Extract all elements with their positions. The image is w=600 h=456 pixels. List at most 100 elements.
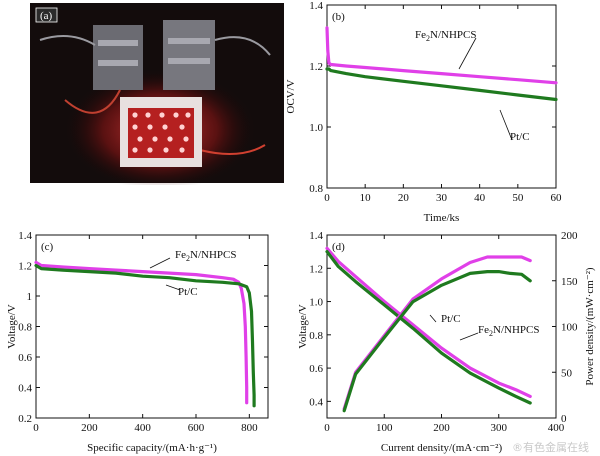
y-axis-label: Voltage/V [297, 304, 309, 348]
x-tick-label: 600 [188, 422, 205, 434]
leader-line [429, 314, 437, 323]
led [137, 136, 143, 142]
leader-line [165, 284, 181, 291]
y-tick-label: 0.8 [309, 330, 323, 342]
series-line [325, 26, 558, 85]
panel-label: (b) [332, 11, 345, 23]
x-tick-label: 800 [241, 422, 258, 434]
led [179, 147, 185, 153]
led [185, 112, 191, 118]
x-tick-label: 50 [512, 192, 524, 204]
series-line [342, 270, 532, 413]
y2-tick-label: 150 [561, 276, 578, 288]
y-tick-label: 0.2 [18, 413, 32, 425]
led [152, 136, 158, 142]
led [173, 112, 179, 118]
y-tick-label: 0.6 [18, 352, 32, 364]
x-tick-label: 200 [81, 422, 98, 434]
x-tick-label: 40 [474, 192, 486, 204]
y-tick-label: 0.8 [309, 183, 323, 195]
panel-label: (d) [332, 241, 345, 253]
y2-tick-label: 0 [561, 413, 567, 425]
series-line [34, 260, 249, 405]
y-tick-label: 1.0 [309, 122, 323, 134]
y-axis-label: Voltage/V [6, 304, 18, 348]
x-axis-label: Specific capacity/(mA·h·g⁻¹) [87, 442, 217, 454]
panel-a-label-box [35, 7, 58, 23]
series-label: Fe2N/NHPCS [478, 324, 539, 338]
y2-tick-label: 50 [561, 367, 573, 379]
leader-line [458, 37, 477, 70]
leader-line [149, 257, 171, 269]
y-tick-label: 0.6 [309, 363, 323, 375]
y-tick-label: 1.4 [18, 230, 32, 242]
x-tick-label: 300 [491, 422, 508, 434]
wire [39, 35, 96, 46]
leader-line [459, 332, 479, 341]
chart-panel-b: 0 10 20 30 40 50 60 0.8 1.0 1.2 1.4 Time/ks OCV/V (b)… [285, 0, 562, 224]
plot-frame [35, 234, 269, 419]
chart-panel-c: 0 200 400 600 800 0.2 0.4 0.6 0.8 1 1.2 1.4 Specific… [6, 230, 269, 454]
y2-axis-label: Power density/(mW·cm⁻²) [584, 267, 596, 385]
series-label: Fe2N/NHPCS [415, 29, 476, 43]
series-line [34, 263, 256, 408]
y-tick-label: 0.4 [18, 383, 32, 395]
y-tick-label: 1.4 [309, 230, 323, 242]
led [147, 124, 153, 130]
led [147, 147, 153, 153]
led [132, 112, 138, 118]
led [179, 124, 185, 130]
x-tick-label: 400 [134, 422, 151, 434]
series-label: Fe2N/NHPCS [175, 249, 236, 263]
x-tick-label: 100 [376, 422, 393, 434]
y-tick-label: 1.2 [18, 261, 32, 273]
y-tick-label: 1.2 [309, 61, 323, 73]
y-tick-label: 1.0 [309, 297, 323, 309]
x-tick-label: 0 [324, 422, 330, 434]
led [162, 124, 168, 130]
series-label: Pt/C [510, 131, 530, 143]
panel-label: (c) [41, 241, 54, 253]
y-tick-label: 1 [27, 291, 33, 303]
x-tick-label: 0 [33, 422, 39, 434]
x-tick-label: 10 [360, 192, 372, 204]
x-tick-label: 400 [548, 422, 565, 434]
series-line [325, 67, 558, 102]
led [132, 124, 138, 130]
led [167, 136, 173, 142]
led [183, 136, 189, 142]
led [132, 147, 138, 153]
fuel-cell-right [163, 20, 215, 90]
leader-line [499, 109, 513, 141]
led [145, 112, 151, 118]
x-tick-label: 20 [398, 192, 410, 204]
x-axis-label: Current density/(mA·cm⁻²) [381, 442, 503, 454]
led [159, 112, 165, 118]
x-tick-label: 30 [436, 192, 448, 204]
panel-a-label: (a) [40, 10, 53, 22]
wire [64, 89, 121, 114]
y2-tick-label: 100 [561, 322, 578, 334]
y2-tick-label: 200 [561, 230, 578, 242]
watermark: ®有色金属在线 [512, 440, 589, 454]
wire [214, 36, 271, 56]
wire [199, 144, 266, 155]
x-axis-label: Time/ks [424, 212, 460, 224]
series-line [325, 250, 532, 405]
series-line [325, 246, 532, 398]
fuel-cell-left [93, 25, 143, 90]
x-tick-label: 0 [324, 192, 330, 204]
y-tick-label: 1.4 [309, 0, 323, 12]
photo-panel-a: (a) [30, 3, 284, 185]
x-tick-label: 60 [551, 192, 563, 204]
y-tick-label: 0.8 [18, 322, 32, 334]
y-tick-label: 1.2 [309, 263, 323, 275]
y-tick-label: 0.4 [309, 396, 323, 408]
chart-panel-d: 0 100 200 300 400 0.4 0.6 0.8 1.0 1.2 1.4 0 50 100 150… [297, 230, 596, 454]
series-label: Pt/C [441, 313, 461, 325]
led-lights [132, 112, 191, 153]
led [163, 147, 169, 153]
series-label: Pt/C [178, 286, 198, 298]
x-tick-label: 200 [433, 422, 450, 434]
